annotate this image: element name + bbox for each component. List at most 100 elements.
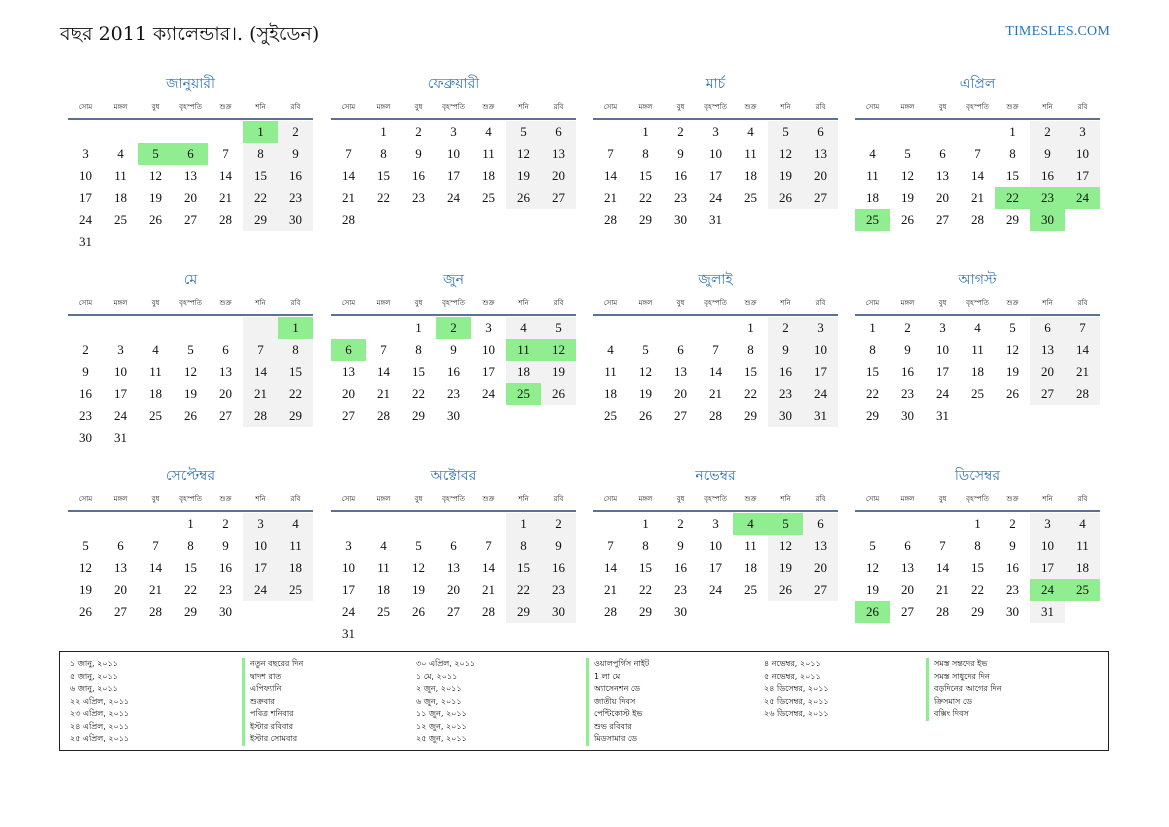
- day-cell[interactable]: 10: [709, 538, 722, 553]
- day-cell[interactable]: 15: [639, 168, 652, 183]
- day-cell[interactable]: 13: [803, 143, 838, 165]
- day-cell[interactable]: 15: [866, 364, 879, 379]
- day-cell[interactable]: 24: [482, 386, 495, 401]
- day-cell[interactable]: 8: [642, 538, 649, 553]
- day-cell[interactable]: 27: [936, 212, 949, 227]
- day-cell[interactable]: 13: [1030, 339, 1065, 361]
- day-cell[interactable]: 14: [1065, 339, 1100, 361]
- day-cell[interactable]: 19: [1006, 364, 1019, 379]
- day-cell[interactable]: 2: [1030, 121, 1065, 143]
- day-cell[interactable]: 3: [345, 538, 352, 553]
- day-cell[interactable]: 11: [278, 535, 313, 557]
- day-cell[interactable]: 17: [447, 168, 460, 183]
- day-cell[interactable]: 25: [744, 582, 757, 597]
- holiday-day-cell[interactable]: 1: [243, 121, 278, 143]
- day-cell[interactable]: 10: [803, 339, 838, 361]
- day-cell[interactable]: 18: [866, 190, 879, 205]
- day-cell[interactable]: 13: [184, 168, 197, 183]
- day-cell[interactable]: 27: [114, 604, 127, 619]
- day-cell[interactable]: 15: [377, 168, 390, 183]
- day-cell[interactable]: 5: [506, 121, 541, 143]
- day-cell[interactable]: 11: [1065, 535, 1100, 557]
- day-cell[interactable]: 26: [541, 383, 576, 405]
- day-cell[interactable]: 1: [380, 124, 387, 139]
- day-cell[interactable]: 31: [709, 212, 722, 227]
- holiday-day-cell[interactable]: 22: [995, 187, 1030, 209]
- day-cell[interactable]: 4: [869, 146, 876, 161]
- day-cell[interactable]: 13: [447, 560, 460, 575]
- day-cell[interactable]: 15: [639, 560, 652, 575]
- day-cell[interactable]: 5: [768, 121, 803, 143]
- day-cell[interactable]: 8: [415, 342, 422, 357]
- day-cell[interactable]: 14: [971, 168, 984, 183]
- day-cell[interactable]: 11: [604, 364, 617, 379]
- day-cell[interactable]: 3: [485, 320, 492, 335]
- day-cell[interactable]: 4: [278, 513, 313, 535]
- day-cell[interactable]: 1: [415, 320, 422, 335]
- day-cell[interactable]: 13: [342, 364, 355, 379]
- day-cell[interactable]: 23: [412, 190, 425, 205]
- day-cell[interactable]: 6: [541, 121, 576, 143]
- day-cell[interactable]: 14: [243, 361, 278, 383]
- day-cell[interactable]: 27: [447, 604, 460, 619]
- day-cell[interactable]: 6: [1030, 317, 1065, 339]
- day-cell[interactable]: 1: [642, 516, 649, 531]
- day-cell[interactable]: 12: [184, 364, 197, 379]
- day-cell[interactable]: 11: [149, 364, 162, 379]
- day-cell[interactable]: 22: [377, 190, 390, 205]
- day-cell[interactable]: 23: [447, 386, 460, 401]
- day-cell[interactable]: 28: [482, 604, 495, 619]
- day-cell[interactable]: 2: [904, 320, 911, 335]
- day-cell[interactable]: 10: [709, 146, 722, 161]
- day-cell[interactable]: 30: [674, 212, 687, 227]
- day-cell[interactable]: 16: [1006, 560, 1019, 575]
- day-cell[interactable]: 28: [709, 408, 722, 423]
- day-cell[interactable]: 22: [971, 582, 984, 597]
- day-cell[interactable]: 11: [866, 168, 879, 183]
- day-cell[interactable]: 14: [936, 560, 949, 575]
- day-cell[interactable]: 1: [642, 124, 649, 139]
- day-cell[interactable]: 26: [79, 604, 92, 619]
- day-cell[interactable]: 24: [447, 190, 460, 205]
- day-cell[interactable]: 29: [971, 604, 984, 619]
- day-cell[interactable]: 24: [243, 579, 278, 601]
- day-cell[interactable]: 30: [219, 604, 232, 619]
- day-cell[interactable]: 23: [1006, 582, 1019, 597]
- day-cell[interactable]: 9: [541, 535, 576, 557]
- day-cell[interactable]: 3: [243, 513, 278, 535]
- day-cell[interactable]: 19: [506, 165, 541, 187]
- day-cell[interactable]: 9: [1030, 143, 1065, 165]
- holiday-day-cell[interactable]: 25: [506, 383, 541, 405]
- day-cell[interactable]: 18: [149, 386, 162, 401]
- day-cell[interactable]: 12: [639, 364, 652, 379]
- day-cell[interactable]: 16: [278, 165, 313, 187]
- day-cell[interactable]: 20: [114, 582, 127, 597]
- day-cell[interactable]: 28: [936, 604, 949, 619]
- day-cell[interactable]: 20: [936, 190, 949, 205]
- day-cell[interactable]: 25: [377, 604, 390, 619]
- day-cell[interactable]: 31: [1030, 601, 1065, 623]
- day-cell[interactable]: 6: [222, 342, 229, 357]
- day-cell[interactable]: 21: [604, 582, 617, 597]
- day-cell[interactable]: 29: [639, 212, 652, 227]
- day-cell[interactable]: 12: [768, 143, 803, 165]
- day-cell[interactable]: 31: [936, 408, 949, 423]
- day-cell[interactable]: 5: [642, 342, 649, 357]
- day-cell[interactable]: 24: [936, 386, 949, 401]
- day-cell[interactable]: 20: [342, 386, 355, 401]
- day-cell[interactable]: 12: [901, 168, 914, 183]
- day-cell[interactable]: 17: [342, 582, 355, 597]
- day-cell[interactable]: 17: [482, 364, 495, 379]
- day-cell[interactable]: 10: [482, 342, 495, 357]
- day-cell[interactable]: 1: [974, 516, 981, 531]
- day-cell[interactable]: 22: [639, 582, 652, 597]
- day-cell[interactable]: 24: [114, 408, 127, 423]
- day-cell[interactable]: 28: [1065, 383, 1100, 405]
- day-cell[interactable]: 2: [415, 124, 422, 139]
- day-cell[interactable]: 27: [901, 604, 914, 619]
- day-cell[interactable]: 19: [184, 386, 197, 401]
- day-cell[interactable]: 29: [639, 604, 652, 619]
- day-cell[interactable]: 17: [709, 168, 722, 183]
- day-cell[interactable]: 11: [377, 560, 390, 575]
- holiday-day-cell[interactable]: 12: [541, 339, 576, 361]
